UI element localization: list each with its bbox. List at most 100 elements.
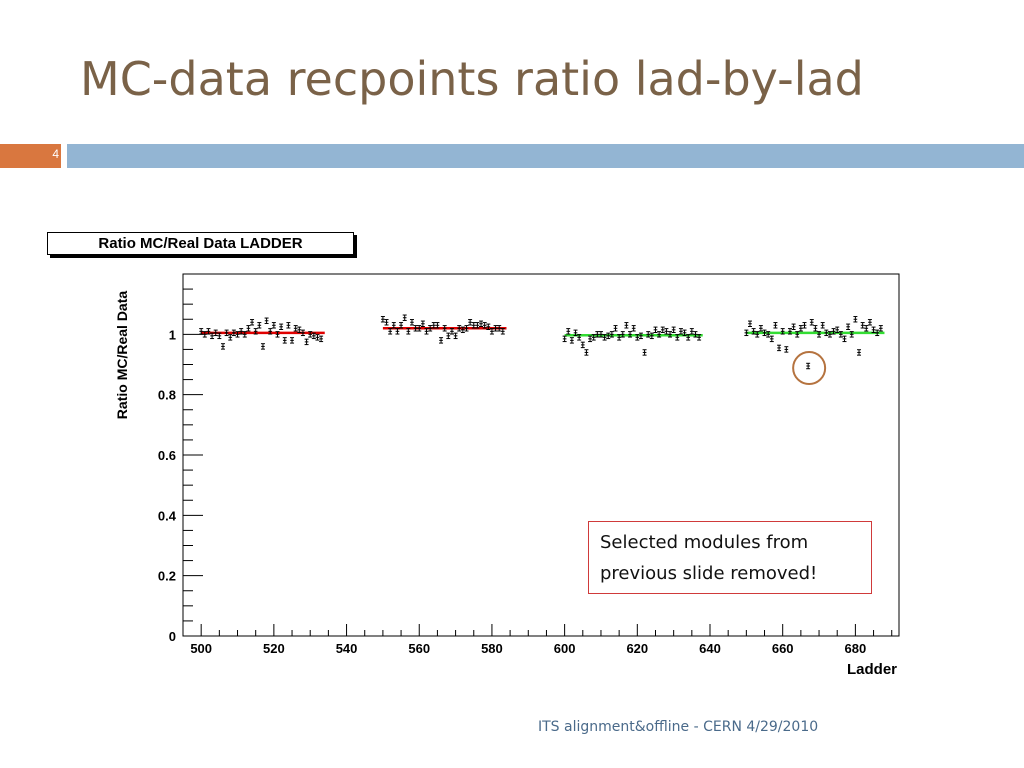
data-point [798,325,803,332]
data-point [493,325,498,332]
y-tick-label: 1 [169,327,176,342]
data-point [449,328,454,335]
data-point [646,331,651,338]
data-point [417,325,422,332]
data-point [246,325,251,332]
x-tick-label: 680 [845,641,867,656]
data-point [500,328,505,335]
data-point [457,325,462,332]
data-point [638,332,643,340]
data-point [787,328,792,335]
data-point [871,326,876,334]
data-point [689,328,694,335]
data-point [606,332,611,340]
data-point [842,335,847,343]
x-tick-label: 540 [336,641,358,656]
data-point [293,325,298,332]
data-point [588,335,593,343]
data-point [275,331,280,338]
data-point [602,334,607,341]
data-point [210,332,215,340]
data-point [282,337,287,344]
x-tick-label: 580 [481,641,503,656]
data-point [471,322,476,329]
data-point [875,329,880,337]
data-point [402,314,407,321]
y-tick-label: 0.4 [158,508,177,523]
data-point [758,325,763,332]
data-point [682,329,687,337]
data-point [202,331,207,338]
data-point [250,319,255,326]
data-point [380,316,385,323]
data-point [311,332,316,340]
data-point [239,328,244,335]
highlight-circle [792,351,827,386]
data-point [762,329,767,337]
data-point [260,343,265,350]
data-point [791,323,796,331]
x-tick-label: 620 [626,641,648,656]
data-point [213,329,218,337]
data-point [864,325,869,332]
data-point [846,323,851,331]
data-point [813,325,818,332]
note-box: Selected modules from previous slide rem… [588,521,872,594]
data-point [573,329,578,337]
data-point [242,331,247,338]
axis-ticks [182,273,893,637]
data-point [391,322,396,329]
data-point [780,328,785,335]
data-point [664,328,669,335]
data-point [453,332,458,340]
data-point [235,331,240,338]
data-point [678,328,683,335]
tick-labels: 0 0.2 0.4 0.6 0.8 1 500 520 540 560 580 600 620 640 66… [158,327,866,656]
data-point [747,320,752,327]
data-point [224,329,229,337]
data-point [475,322,480,329]
data-point [631,325,636,332]
data-point [580,341,585,349]
data-point [395,328,400,335]
data-point [769,335,774,343]
data-point [697,334,702,341]
data-points [199,314,883,370]
y-tick-label: 0.2 [158,569,176,584]
data-point [231,329,236,337]
note-line-2: previous slide removed! [600,563,818,584]
data-point [442,325,447,332]
data-point [409,319,414,326]
data-point [773,322,778,329]
data-point [271,322,276,329]
data-point [831,328,836,335]
data-point [849,331,854,338]
data-point [217,332,222,340]
data-point [464,325,469,332]
data-point [264,317,269,324]
data-point [468,319,473,326]
data-point [806,362,811,370]
slide-number-box [0,144,61,168]
data-point [228,334,233,341]
data-point [827,331,832,338]
data-point [653,326,658,334]
data-point [420,320,425,327]
y-tick-label: 0.8 [158,388,176,403]
data-point [860,322,865,329]
data-point [624,322,629,329]
data-point [617,334,622,341]
title-bar [67,144,1024,168]
data-point [286,322,291,329]
histogram-title: Ratio MC/Real Data LADDER [47,232,354,255]
data-point [308,331,313,338]
data-point [817,331,822,338]
data-point [660,326,665,334]
data-point [486,323,491,331]
data-point [853,316,858,323]
data-point [199,328,204,335]
slide-title: MC-data recpoints ratio lad-by-lad [80,52,864,106]
data-point [446,332,451,340]
data-point [693,331,698,338]
data-point [297,326,302,334]
